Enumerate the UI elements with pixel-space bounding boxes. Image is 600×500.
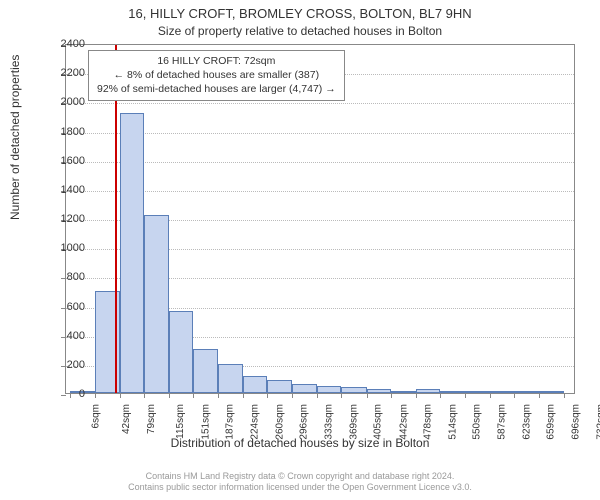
histogram-bar	[341, 387, 366, 393]
caption-line-1: Contains HM Land Registry data © Crown c…	[146, 471, 455, 481]
xtick-mark	[465, 393, 466, 398]
xtick-mark	[490, 393, 491, 398]
annotation-line-2: ← 8% of detached houses are smaller (387…	[97, 68, 336, 82]
y-axis-label: Number of detached properties	[8, 55, 22, 220]
xtick-mark	[564, 393, 565, 398]
ytick-label: 1800	[35, 126, 85, 138]
xtick-label: 6sqm	[91, 404, 102, 428]
histogram-bar	[391, 391, 415, 393]
histogram-bar	[440, 391, 465, 393]
histogram-bar	[267, 380, 292, 393]
annotation-line-3: 92% of semi-detached houses are larger (…	[97, 82, 336, 96]
xtick-label: 696sqm	[571, 404, 582, 440]
chart-title-main: 16, HILLY CROFT, BROMLEY CROSS, BOLTON, …	[0, 6, 600, 21]
ytick-label: 400	[35, 330, 85, 342]
xtick-label: 478sqm	[423, 404, 434, 440]
gridline	[66, 103, 574, 104]
xtick-mark	[341, 393, 342, 398]
xtick-label: 587sqm	[497, 404, 508, 440]
histogram-bar	[243, 376, 267, 394]
annotation-box: 16 HILLY CROFT: 72sqm← 8% of detached ho…	[88, 50, 345, 101]
xtick-label: 732sqm	[595, 404, 600, 440]
ytick-label: 1400	[35, 184, 85, 196]
xtick-mark	[391, 393, 392, 398]
footer-caption: Contains HM Land Registry data © Crown c…	[0, 471, 600, 494]
xtick-mark	[539, 393, 540, 398]
xtick-label: 42sqm	[121, 404, 132, 434]
xtick-label: 115sqm	[175, 404, 186, 439]
ytick-label: 0	[35, 388, 85, 400]
ytick-label: 600	[35, 301, 85, 313]
xtick-label: 659sqm	[546, 404, 557, 440]
histogram-bar	[514, 391, 539, 393]
xtick-label: 369sqm	[348, 404, 359, 440]
xtick-mark	[120, 393, 121, 398]
xtick-mark	[267, 393, 268, 398]
xtick-mark	[193, 393, 194, 398]
xtick-label: 442sqm	[398, 404, 409, 440]
histogram-bar	[539, 391, 563, 393]
xtick-mark	[317, 393, 318, 398]
histogram-bar	[193, 349, 218, 393]
xtick-label: 623sqm	[521, 404, 532, 440]
histogram-bar	[367, 389, 391, 393]
xtick-label: 550sqm	[472, 404, 483, 440]
histogram-bar	[416, 389, 440, 393]
xtick-mark	[367, 393, 368, 398]
histogram-bar	[292, 384, 316, 393]
xtick-mark	[169, 393, 170, 398]
chart-title-sub: Size of property relative to detached ho…	[0, 24, 600, 38]
histogram-bar	[120, 113, 144, 393]
xtick-label: 296sqm	[299, 404, 310, 440]
caption-line-2: Contains public sector information licen…	[128, 482, 472, 492]
ytick-label: 800	[35, 271, 85, 283]
histogram-bar	[317, 386, 341, 393]
histogram-bar	[490, 391, 514, 393]
xtick-label: 151sqm	[200, 404, 211, 440]
xtick-mark	[243, 393, 244, 398]
xtick-mark	[218, 393, 219, 398]
xtick-mark	[144, 393, 145, 398]
histogram-bar	[144, 215, 168, 393]
xtick-label: 333sqm	[324, 404, 335, 440]
ytick-label: 2200	[35, 67, 85, 79]
xtick-label: 187sqm	[225, 404, 236, 440]
xtick-mark	[514, 393, 515, 398]
xtick-mark	[440, 393, 441, 398]
ytick-label: 1200	[35, 213, 85, 225]
ytick-label: 2000	[35, 96, 85, 108]
histogram-bar	[465, 391, 489, 393]
xtick-mark	[292, 393, 293, 398]
histogram-bar	[218, 364, 242, 393]
ytick-label: 1600	[35, 155, 85, 167]
xtick-label: 514sqm	[447, 404, 458, 440]
ytick-label: 2400	[35, 38, 85, 50]
xtick-label: 224sqm	[250, 404, 261, 440]
annotation-line-1: 16 HILLY CROFT: 72sqm	[97, 54, 336, 68]
chart-container: 16, HILLY CROFT, BROMLEY CROSS, BOLTON, …	[0, 0, 600, 500]
xtick-mark	[95, 393, 96, 398]
histogram-bar	[169, 311, 193, 393]
ytick-label: 1000	[35, 242, 85, 254]
xtick-label: 260sqm	[274, 404, 285, 440]
xtick-label: 79sqm	[146, 404, 157, 434]
ytick-label: 200	[35, 359, 85, 371]
xtick-label: 405sqm	[373, 404, 384, 440]
xtick-mark	[416, 393, 417, 398]
